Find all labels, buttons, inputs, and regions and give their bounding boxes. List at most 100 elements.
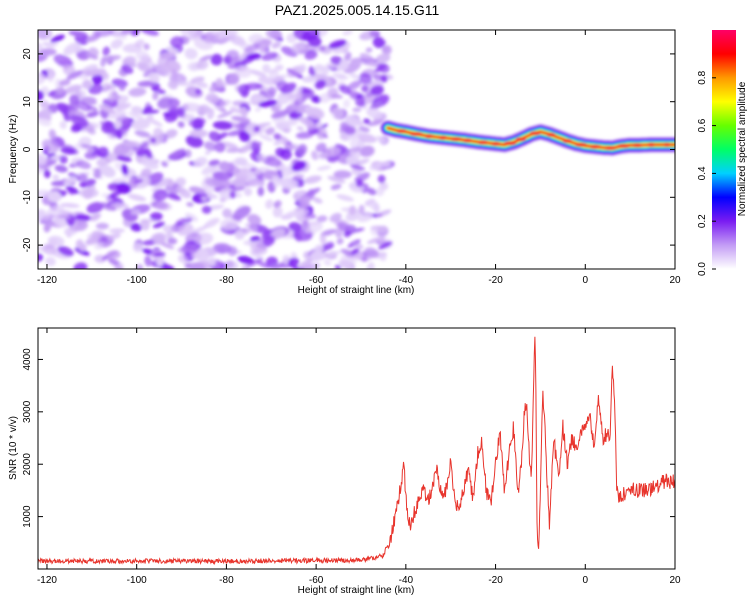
noise-blob [311, 95, 322, 104]
noise-blob [189, 129, 208, 138]
noise-blob [310, 250, 325, 261]
noise-blob [153, 252, 166, 257]
noise-blob [355, 158, 370, 166]
noise-blob [363, 118, 371, 125]
noise-blob [288, 257, 300, 268]
noise-blob [323, 259, 331, 266]
x-tick-label: 0 [583, 275, 589, 286]
noise-blob [359, 53, 375, 62]
noise-blob [97, 146, 109, 158]
y-tick-label: 3000 [22, 400, 33, 423]
noise-blob [295, 131, 314, 139]
noise-blob [38, 30, 48, 40]
noise-blob [313, 73, 333, 86]
noise-blob [96, 157, 110, 167]
noise-blob [165, 129, 178, 139]
noise-blob [145, 114, 154, 122]
noise-blob [249, 69, 267, 78]
noise-blob [115, 103, 132, 111]
spectrogram-y-axis: -20 -10 0 10 20 [22, 48, 675, 252]
noise-blob [357, 213, 374, 223]
noise-blob [136, 264, 144, 269]
noise-blob [314, 244, 324, 253]
noise-blob [185, 135, 204, 148]
noise-blob [177, 254, 189, 263]
noise-blob [80, 64, 98, 75]
noise-blob [133, 178, 144, 184]
noise-blob [135, 50, 150, 62]
noise-blob [213, 243, 232, 254]
noise-blob [182, 102, 202, 112]
noise-blob [86, 147, 94, 155]
noise-blob [377, 174, 386, 184]
signal-peak [529, 131, 541, 136]
noise-blob [355, 178, 364, 188]
noise-blob [56, 214, 71, 219]
noise-blob [162, 224, 176, 234]
y-tick-label: -10 [22, 190, 33, 205]
noise-blob [53, 217, 68, 228]
noise-blob [258, 76, 277, 86]
noise-blob [188, 117, 206, 127]
noise-blob [351, 248, 360, 255]
noise-blob [249, 96, 266, 102]
noise-blob [313, 64, 324, 73]
y-tick-label: 4000 [22, 348, 33, 371]
noise-blob [344, 126, 356, 135]
noise-blob [277, 92, 290, 105]
noise-blob [38, 189, 50, 198]
signal-peak [438, 135, 448, 140]
noise-blob [109, 228, 125, 234]
noise-blob [194, 232, 214, 245]
signal-peak [477, 140, 489, 145]
noise-blob [164, 110, 179, 123]
noise-blob [122, 55, 137, 68]
noise-blob [140, 30, 159, 36]
noise-blob [121, 164, 129, 176]
noise-blob [289, 209, 310, 218]
noise-blob [86, 202, 104, 214]
noise-blob [291, 161, 306, 172]
noise-blob [350, 164, 366, 171]
noise-blob [203, 31, 214, 44]
noise-blob [249, 235, 261, 242]
noise-blob [68, 172, 81, 181]
signal-peak [395, 129, 407, 134]
noise-blob [343, 52, 352, 62]
noise-blob [59, 120, 67, 130]
noise-blob [148, 73, 160, 83]
signal-peak [449, 137, 463, 142]
noise-blob [68, 30, 87, 37]
spectrogram-signal-track [379, 120, 675, 157]
snr-x-axis: -120 -100 -80 -60 -40 -20 0 20 [37, 328, 681, 586]
y-tick-label: 2000 [22, 453, 33, 476]
noise-blob [269, 30, 282, 40]
figure-title: PAZ1.2025.005.14.15.G11 [275, 2, 440, 18]
noise-blob [229, 106, 243, 114]
noise-blob [291, 143, 301, 150]
noise-blob [136, 62, 152, 73]
noise-blob [302, 187, 321, 198]
snr-series-line [38, 336, 675, 566]
signal-peak [546, 132, 556, 137]
noise-blob [196, 59, 209, 70]
noise-blob [50, 34, 65, 43]
noise-blob [54, 78, 62, 90]
colorbar-tick-label: 0.2 [697, 214, 708, 228]
noise-blob [208, 131, 222, 142]
noise-blob [195, 81, 209, 89]
noise-blob [201, 196, 208, 202]
noise-blob [272, 206, 283, 218]
noise-blob [246, 257, 264, 268]
noise-blob [116, 155, 132, 162]
noise-blob [333, 170, 352, 179]
noise-blob [375, 209, 392, 218]
x-tick-label: 20 [669, 275, 681, 286]
noise-blob [128, 87, 147, 97]
noise-blob [374, 40, 387, 46]
noise-blob [365, 47, 373, 53]
noise-blob [79, 243, 87, 252]
spectrogram-y-label: Frequency (Hz) [8, 115, 19, 184]
snr-frame [37, 327, 676, 570]
noise-blob [304, 175, 322, 184]
